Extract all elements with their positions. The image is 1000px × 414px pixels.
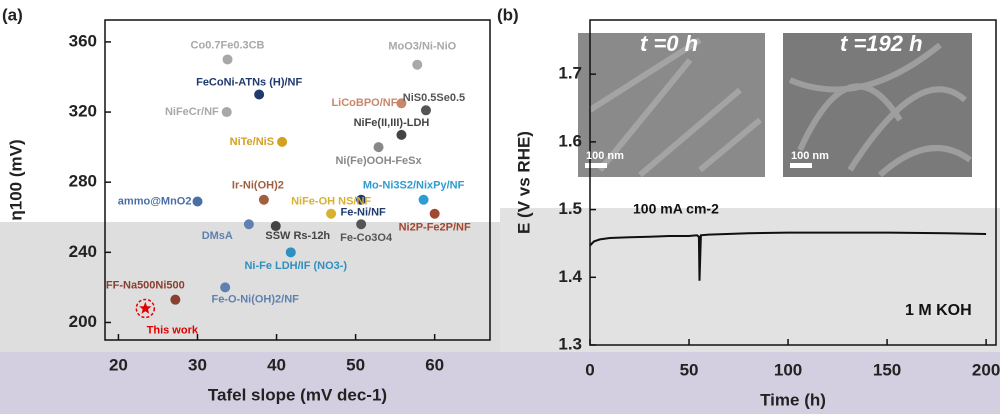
overlay-band (0, 352, 1000, 414)
y-axis-title: E (V vs RHE) (514, 131, 533, 234)
panel-label: (b) (497, 5, 519, 24)
point-label: ammo@MnO2 (118, 195, 192, 207)
point (221, 107, 232, 118)
point (418, 194, 429, 205)
annotation: 1 M KOH (905, 302, 972, 319)
point-label: Ni2P-Fe2P/NF (399, 222, 471, 234)
point (222, 54, 233, 65)
y-tick-label: 240 (69, 242, 97, 261)
point-label: NiFe-OH NS/NF (291, 196, 371, 208)
panel-label: (a) (2, 5, 23, 24)
x-tick-label: 30 (188, 355, 207, 374)
point (396, 129, 407, 140)
x-tick-label: 60 (425, 355, 444, 374)
point-label: Ni-Fe LDH/IF (NO3-) (244, 260, 347, 272)
y-axis-title: η100 (mV) (6, 139, 25, 220)
annotation: 100 nm (791, 150, 829, 162)
point-label: NiFe(II,III)-LDH (354, 117, 430, 129)
point (243, 219, 254, 230)
y-tick-label: 280 (69, 172, 97, 191)
point-label: MoO3/Ni-NiO (388, 41, 456, 53)
scale-bar (790, 163, 812, 168)
point-label: SSW Rs-12h (265, 230, 330, 242)
point (356, 194, 367, 205)
y-tick-label: 360 (69, 31, 97, 50)
annotation: t =192 h (840, 31, 923, 56)
highlight-circle (135, 298, 156, 319)
point (277, 136, 288, 147)
point (270, 221, 281, 232)
annotation: t =0 h (640, 31, 698, 56)
point-label: Co0.7Fe0.3CB (191, 39, 265, 51)
x-tick-label: 100 (774, 360, 802, 379)
point (258, 194, 269, 205)
point-label: FF-Na500Ni500 (106, 280, 185, 292)
y-tick-label: 200 (69, 312, 97, 331)
y-tick-label: 1.6 (558, 131, 582, 150)
annotation: 100 nm (586, 150, 624, 162)
line (589, 231, 987, 281)
point-label: Ir-Ni(OH)2 (232, 180, 284, 192)
plot-frame (589, 19, 997, 346)
plot-frame (104, 19, 491, 341)
sem-image (783, 33, 972, 177)
x-tick-label: 200 (972, 360, 1000, 379)
y-tick-label: 1.7 (558, 64, 582, 83)
star-marker (139, 301, 152, 314)
x-axis-title: Time (h) (760, 390, 826, 409)
sem-texture (588, 37, 972, 178)
y-tick-label: 1.4 (558, 267, 582, 286)
point (420, 105, 431, 116)
x-tick-label: 50 (680, 360, 699, 379)
x-tick-label: 150 (873, 360, 901, 379)
y-tick-label: 1.3 (558, 334, 582, 353)
y-tick-label: 1.5 (558, 199, 582, 218)
point-label: This work (147, 324, 199, 336)
x-tick-label: 40 (267, 355, 286, 374)
x-tick-label: 0 (585, 360, 594, 379)
point (373, 142, 384, 153)
point (429, 208, 440, 219)
x-axis-title: Tafel slope (mV dec-1) (208, 385, 387, 404)
point (356, 219, 367, 230)
point-label: Fe-Co3O4 (340, 232, 393, 244)
point-label: NiTe/NiS (230, 136, 274, 148)
point-label: Ni(Fe)OOH-FeSx (335, 155, 422, 167)
point-label: NiS0.5Se0.5 (403, 92, 465, 104)
point (326, 208, 337, 219)
point-label: Mo-Ni3S2/NixPy/NF (363, 180, 465, 192)
point (285, 247, 296, 258)
scale-bar (585, 163, 607, 168)
x-tick-label: 20 (109, 355, 128, 374)
point-label: LiCoBPO/NF (331, 97, 397, 109)
point-label: FeCoNi-ATNs (H)/NF (196, 76, 302, 88)
point (412, 59, 423, 70)
point (254, 89, 265, 100)
overlay-gray (0, 222, 500, 352)
point-label: NiFeCr/NF (165, 106, 219, 118)
point (396, 98, 407, 109)
annotation: 100 mA cm-2 (633, 201, 719, 217)
point (170, 294, 181, 305)
point-label: Fe-Ni/NF (341, 207, 387, 219)
x-tick-label: 50 (346, 355, 365, 374)
point (192, 196, 203, 207)
point (220, 282, 231, 293)
y-tick-label: 320 (69, 102, 97, 121)
point-label: Fe-O-Ni(OH)2/NF (211, 293, 299, 305)
point-label: DMsA (202, 230, 233, 242)
